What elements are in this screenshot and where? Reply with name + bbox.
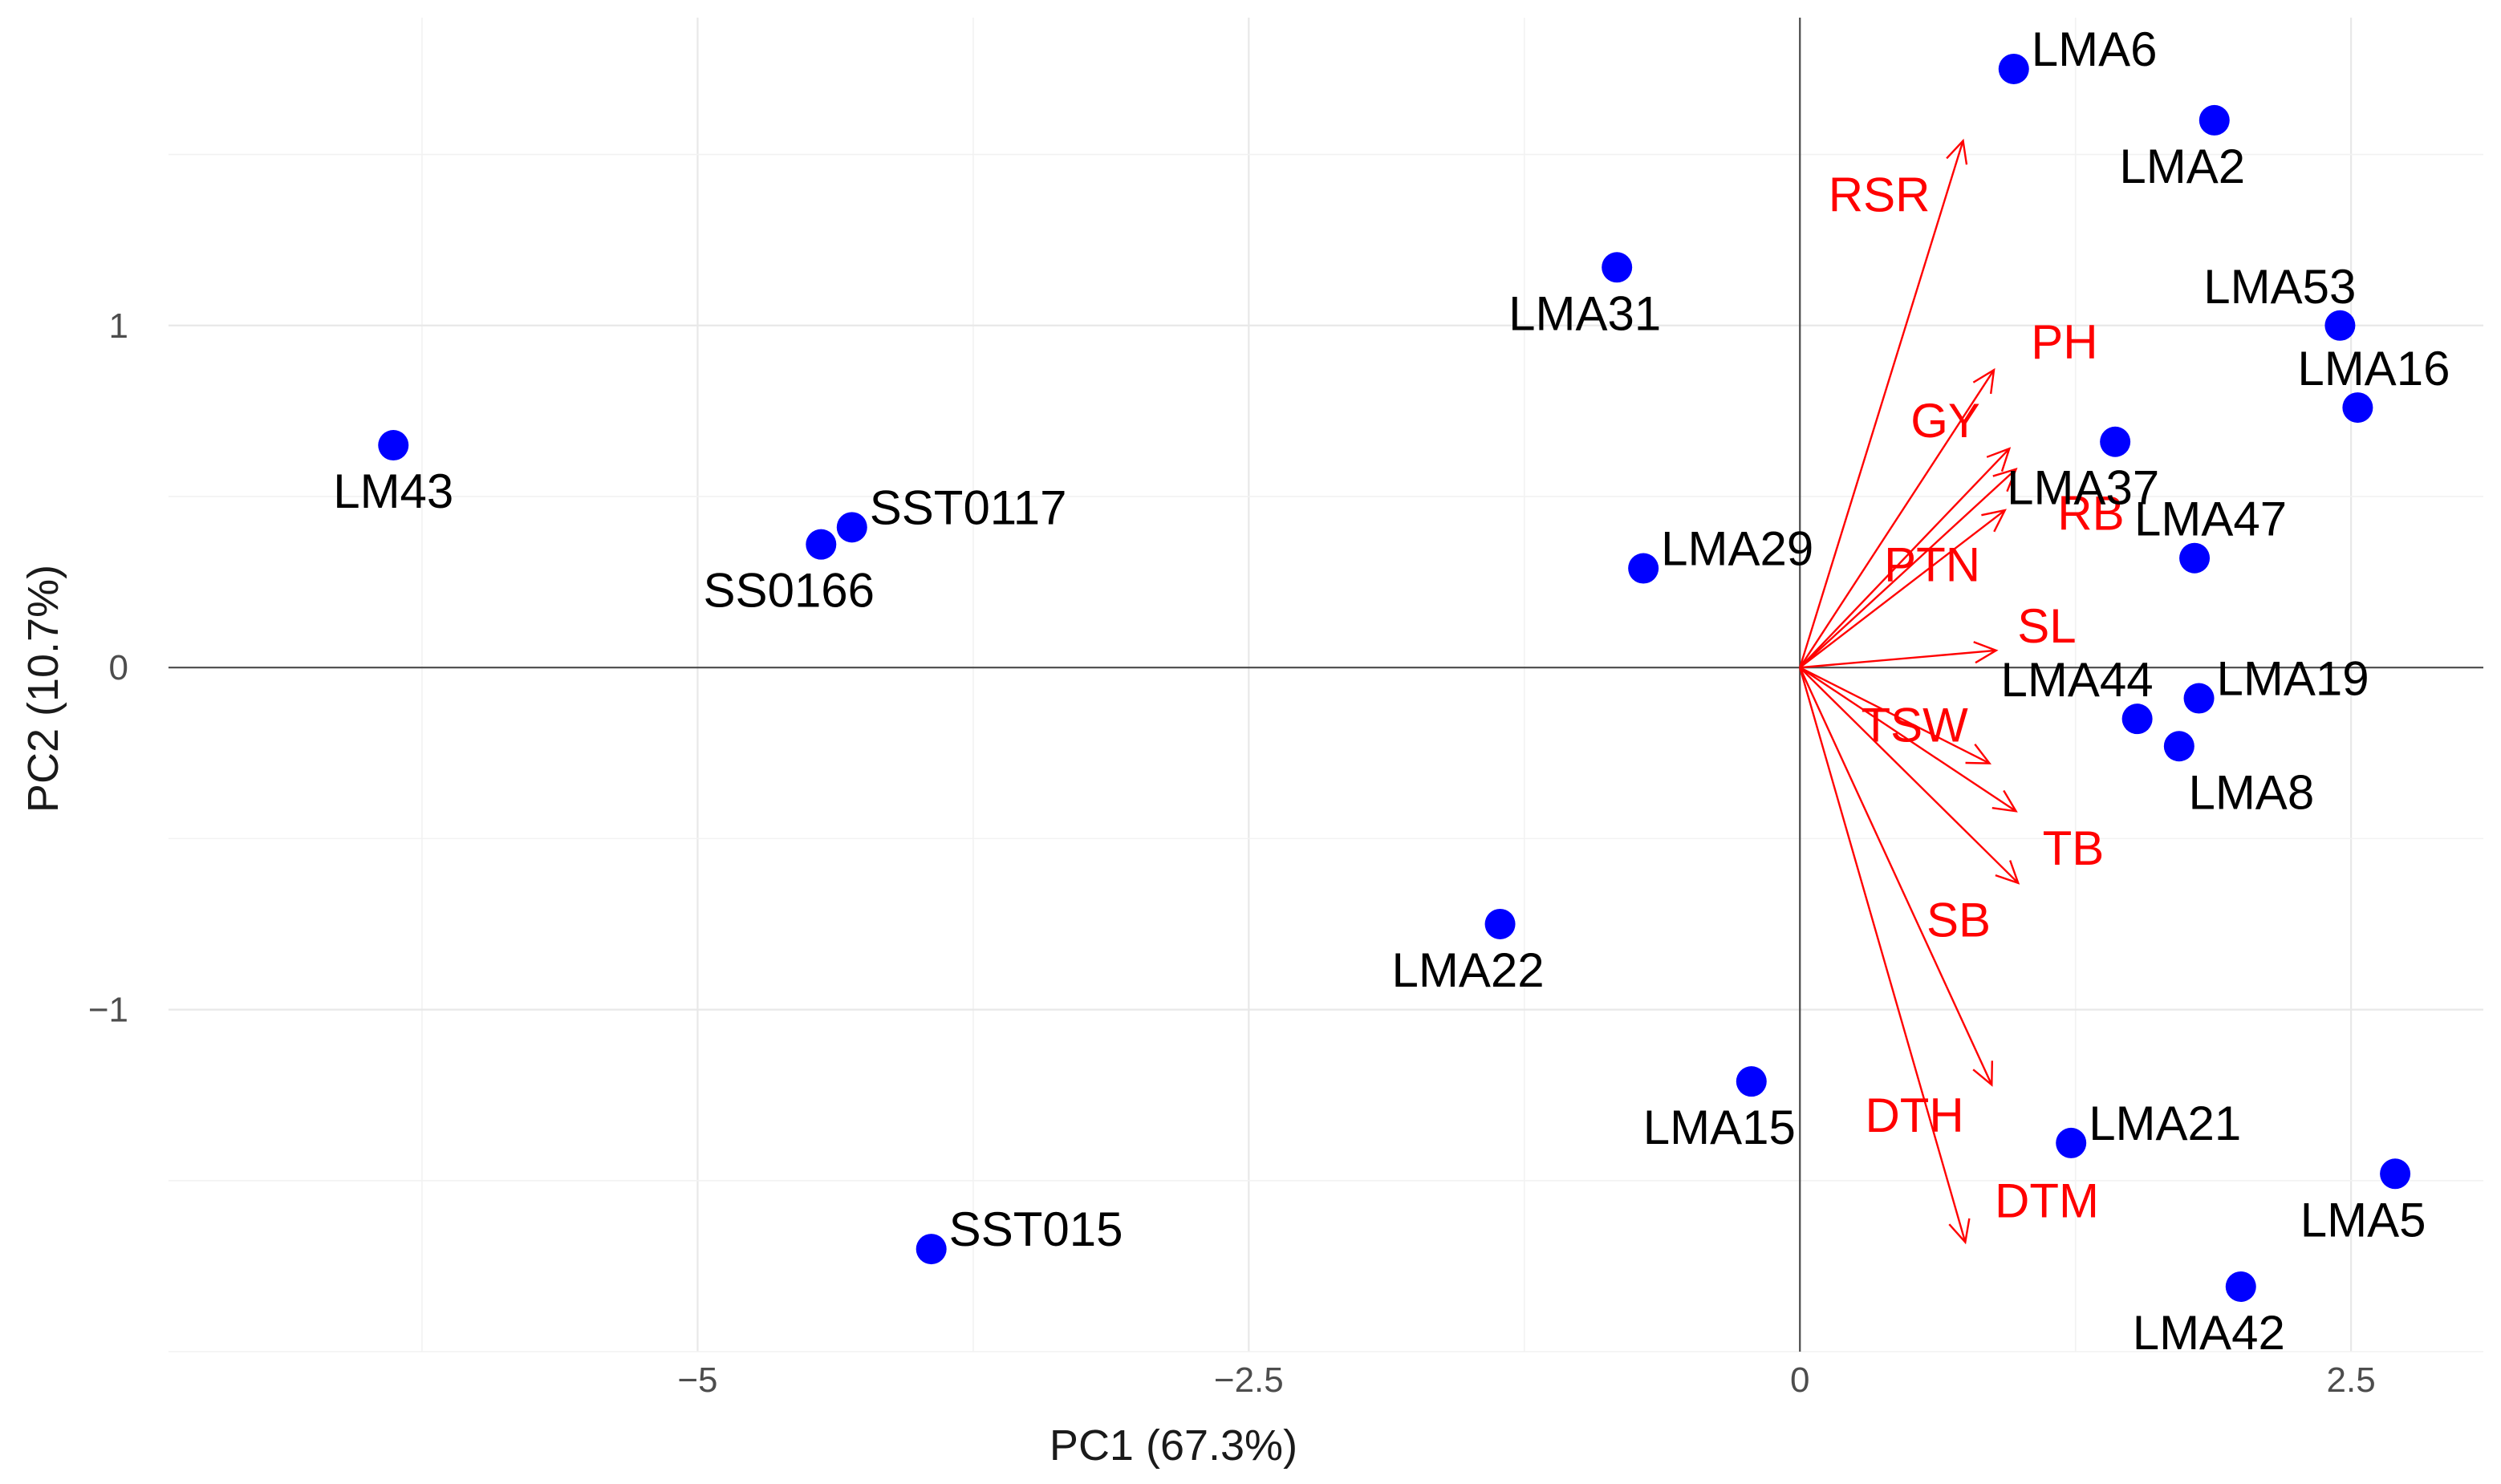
score-point-lma2 [2199,104,2230,136]
loading-arrow-tb [1799,667,2017,813]
score-label-lma29: LMA29 [1661,522,1813,576]
loading-arrowhead-rb [1992,467,2018,493]
score-label-lma44: LMA44 [2001,653,2154,707]
loading-arrow-rsr [1799,140,1964,668]
score-label-lma16: LMA16 [2297,342,2450,395]
score-point-lma5 [2380,1158,2411,1190]
score-label-lma42: LMA42 [2133,1306,2285,1360]
loading-arrowhead-gy [1986,447,2012,472]
loading-arrow-sb [1799,667,2020,884]
score-point-lma19 [2183,683,2215,714]
loading-arrowhead-tb [1991,789,2018,813]
score-point-lma53 [2324,310,2356,341]
score-label-lma5: LMA5 [2300,1193,2426,1247]
score-points [378,53,2411,1302]
loading-arrow-dtm [1799,667,1967,1243]
score-point-lm43 [378,430,409,461]
score-point-lma16 [2342,392,2373,424]
score-label-lma2: LMA2 [2119,140,2245,193]
score-point-sst015 [916,1234,947,1265]
loading-arrowhead-sl [1973,641,1999,664]
loading-label-sl: SL [2017,599,2076,653]
score-label-lma53: LMA53 [2203,260,2356,314]
x-tick-label: 0 [1790,1360,1809,1400]
loading-label-rb: RB [2057,486,2124,540]
score-label-sst0117: SST0117 [870,480,1067,534]
loading-arrowhead-rsr [1946,138,1968,165]
score-point-lma37 [2100,426,2131,457]
loading-arrowhead-ph [1972,367,1996,395]
score-label-lma22: LMA22 [1392,943,1545,997]
score-point-lma31 [1602,252,1633,283]
loading-arrowhead-ptn [1981,509,2007,533]
loading-label-sb: SB [1927,894,1991,947]
score-point-lma6 [1998,53,2029,84]
score-label-lma19: LMA19 [2217,652,2369,706]
x-tick-label: −2.5 [1214,1360,1284,1400]
loading-label-tsw: TSW [1861,699,1968,752]
score-label-lma15: LMA15 [1643,1101,1796,1154]
loading-arrows [1799,138,2020,1245]
score-label-lma8: LMA8 [2188,765,2314,819]
score-point-lma21 [2056,1127,2087,1158]
x-axis-title: PC1 (67.3%) [1050,1421,1297,1470]
loading-arrow-gy [1799,448,2011,669]
y-tick-label: 1 [109,306,128,346]
score-point-lma44 [2121,703,2153,735]
loading-arrowhead-dth [1972,1060,1994,1087]
score-label-lma21: LMA21 [2089,1097,2241,1150]
loading-arrowhead-dtm [1948,1218,1971,1245]
score-point-lma22 [1484,908,1516,939]
score-label-lma6: LMA6 [2032,22,2158,76]
score-point-lma29 [1628,553,1659,584]
loading-arrow-rb [1799,468,2017,669]
loading-label-gy: GY [1910,394,1980,448]
y-axis-title: PC2 (10.7%) [19,565,67,813]
loading-label-ptn: PTN [1884,537,1980,591]
loading-arrowhead-sb [1995,860,2020,885]
score-point-ss0166 [806,529,837,560]
score-point-lma47 [2179,542,2211,574]
loading-arrow-sl [1800,649,1996,669]
score-label-lm43: LM43 [333,464,453,518]
loading-label-rsr: RSR [1829,168,1931,222]
loading-arrowhead-tsw [1965,744,1992,764]
loading-arrow-ph [1799,369,1996,668]
loading-label-dth: DTH [1865,1089,1963,1142]
loading-arrow-dth [1799,667,1993,1085]
loading-arrow-tsw [1799,667,1991,764]
score-label-lma31: LMA31 [1508,286,1661,340]
grid-layer [168,18,2483,1352]
score-label-sst015: SST015 [949,1202,1123,1256]
axis-layer: −5 −2.5 0 2.5 1 0 −1 PC1 (67.3%) PC2 (10.7%) [19,18,2483,1470]
x-tick-label: −5 [677,1360,717,1400]
score-label-lma47: LMA47 [2134,493,2287,546]
score-point-lma8 [2163,731,2194,762]
score-label-lma37: LMA37 [2007,461,2159,515]
y-tick-label: 0 [109,648,128,687]
y-tick-label: −1 [88,991,128,1030]
score-point-sst0117 [836,512,867,543]
loading-label-tb: TB [2043,821,2105,875]
chart-labels: RSR PH GY RB PTN SL TSW TB SB DTH DTM LMA6 LMA2 LMA53… [333,22,2450,1360]
score-label-ss0166: SS0166 [704,564,875,618]
loading-label-dtm: DTM [1995,1174,2099,1227]
loading-arrow-ptn [1799,509,2006,669]
x-tick-label: 2.5 [2327,1360,2376,1400]
score-point-lma15 [1736,1066,1767,1097]
score-point-lma42 [2225,1271,2256,1302]
loading-label-ph: PH [2031,315,2097,369]
